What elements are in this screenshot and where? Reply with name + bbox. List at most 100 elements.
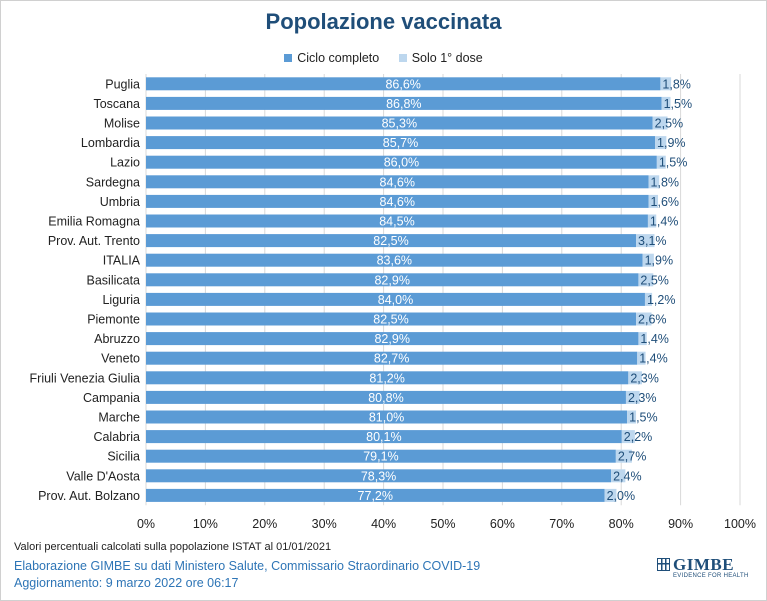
data-label-solo-prima-dose: 2,7% bbox=[618, 450, 647, 464]
bar-solo-prima-dose bbox=[660, 77, 672, 91]
category-label: Veneto bbox=[101, 352, 140, 366]
category-label: Abruzzo bbox=[94, 332, 140, 346]
category-label: Puglia bbox=[105, 77, 140, 91]
data-label-ciclo-completo: 82,5% bbox=[373, 313, 408, 327]
category-label: Friuli Venezia Giulia bbox=[30, 371, 141, 385]
data-label-ciclo-completo: 84,6% bbox=[380, 175, 415, 189]
bar-solo-prima-dose bbox=[621, 430, 635, 444]
data-label-ciclo-completo: 78,3% bbox=[361, 469, 396, 483]
legend-item-ciclo-completo: Ciclo completo bbox=[284, 51, 379, 65]
category-label: Liguria bbox=[102, 293, 140, 307]
category-label: Toscana bbox=[93, 97, 140, 111]
data-label-solo-prima-dose: 2,5% bbox=[655, 117, 684, 131]
bar-ciclo-completo bbox=[146, 136, 656, 150]
category-label: Marche bbox=[98, 411, 140, 425]
bar-solo-prima-dose bbox=[636, 312, 652, 326]
x-tick-label: 40% bbox=[371, 517, 396, 531]
bar-solo-prima-dose bbox=[628, 371, 642, 385]
bar-solo-prima-dose bbox=[638, 273, 654, 287]
data-label-ciclo-completo: 80,1% bbox=[366, 430, 401, 444]
category-label: ITALIA bbox=[103, 254, 141, 268]
x-tick-label: 100% bbox=[724, 517, 756, 531]
chart-legend: Ciclo completo Solo 1° dose bbox=[0, 51, 767, 65]
bar-solo-prima-dose bbox=[638, 332, 647, 346]
data-label-ciclo-completo: 84,0% bbox=[378, 293, 413, 307]
data-label-solo-prima-dose: 2,4% bbox=[613, 469, 642, 483]
legend-swatch-solo-prima-dose bbox=[398, 54, 407, 62]
data-label-solo-prima-dose: 1,6% bbox=[651, 195, 680, 209]
bar-ciclo-completo bbox=[146, 371, 629, 385]
bar-ciclo-completo bbox=[146, 194, 649, 208]
gimbe-logo: GIMBE EVIDENCE FOR HEALTH bbox=[657, 555, 757, 581]
category-label: Prov. Aut. Trento bbox=[48, 234, 140, 248]
logo-name: GIMBE bbox=[673, 555, 735, 574]
data-label-solo-prima-dose: 1,9% bbox=[645, 254, 674, 268]
bar-ciclo-completo bbox=[146, 351, 638, 365]
category-label: Basilicata bbox=[87, 273, 141, 287]
data-label-ciclo-completo: 79,1% bbox=[363, 450, 398, 464]
data-label-ciclo-completo: 77,2% bbox=[358, 489, 393, 503]
data-label-ciclo-completo: 83,6% bbox=[377, 254, 412, 268]
bar-solo-prima-dose bbox=[656, 155, 666, 169]
bar-ciclo-completo bbox=[146, 390, 626, 404]
bar-ciclo-completo bbox=[146, 488, 605, 502]
x-tick-label: 0% bbox=[137, 517, 155, 531]
bar-ciclo-completo bbox=[146, 253, 643, 267]
bar-solo-prima-dose bbox=[647, 214, 657, 228]
x-tick-label: 70% bbox=[549, 517, 574, 531]
bar-ciclo-completo bbox=[146, 175, 649, 189]
bar-solo-prima-dose bbox=[655, 136, 667, 150]
bar-solo-prima-dose bbox=[627, 410, 637, 424]
data-label-ciclo-completo: 80,8% bbox=[368, 391, 403, 405]
bar-ciclo-completo bbox=[146, 155, 657, 169]
bar-ciclo-completo bbox=[146, 332, 639, 346]
source-text: Elaborazione GIMBE su dati Ministero Sal… bbox=[14, 559, 481, 573]
bar-solo-prima-dose bbox=[642, 253, 654, 267]
bar-solo-prima-dose bbox=[637, 351, 646, 365]
bar-ciclo-completo bbox=[146, 116, 653, 130]
category-label: Sardegna bbox=[86, 175, 140, 189]
data-label-solo-prima-dose: 2,5% bbox=[640, 273, 669, 287]
data-label-solo-prima-dose: 1,2% bbox=[647, 293, 676, 307]
legend-label-ciclo-completo: Ciclo completo bbox=[297, 51, 380, 65]
update-text: Aggiornamento: 9 marzo 2022 ore 06:17 bbox=[14, 576, 239, 590]
category-label: Molise bbox=[104, 117, 140, 131]
data-label-solo-prima-dose: 1,5% bbox=[629, 411, 658, 425]
bar-ciclo-completo bbox=[146, 312, 637, 326]
data-label-solo-prima-dose: 2,6% bbox=[638, 313, 667, 327]
category-label: Calabria bbox=[93, 430, 140, 444]
data-label-ciclo-completo: 86,6% bbox=[385, 77, 420, 91]
logo-tagline: EVIDENCE FOR HEALTH bbox=[673, 573, 749, 579]
category-label: Sicilia bbox=[107, 450, 140, 464]
data-label-solo-prima-dose: 1,4% bbox=[639, 352, 668, 366]
data-label-ciclo-completo: 81,0% bbox=[369, 411, 404, 425]
category-label: Valle D'Aosta bbox=[66, 469, 140, 483]
data-label-solo-prima-dose: 1,9% bbox=[657, 136, 686, 150]
gimbe-logo-icon bbox=[657, 558, 670, 571]
bar-ciclo-completo bbox=[146, 292, 645, 306]
data-label-solo-prima-dose: 1,8% bbox=[662, 77, 691, 91]
bar-ciclo-completo bbox=[146, 77, 661, 91]
category-label: Prov. Aut. Bolzano bbox=[38, 489, 140, 503]
data-label-ciclo-completo: 82,5% bbox=[373, 234, 408, 248]
data-label-ciclo-completo: 86,8% bbox=[386, 97, 421, 111]
data-label-ciclo-completo: 85,3% bbox=[382, 117, 417, 131]
data-label-solo-prima-dose: 2,2% bbox=[624, 430, 653, 444]
legend-label-solo-prima-dose: Solo 1° dose bbox=[411, 51, 483, 65]
bar-solo-prima-dose bbox=[625, 390, 640, 404]
data-label-solo-prima-dose: 1,4% bbox=[640, 332, 669, 346]
category-label: Umbria bbox=[100, 195, 140, 209]
data-label-solo-prima-dose: 2,3% bbox=[628, 391, 657, 405]
data-label-solo-prima-dose: 2,0% bbox=[607, 489, 636, 503]
x-tick-label: 90% bbox=[668, 517, 693, 531]
data-label-ciclo-completo: 84,6% bbox=[380, 195, 415, 209]
bar-ciclo-completo bbox=[146, 469, 612, 483]
bar-ciclo-completo bbox=[146, 410, 628, 424]
category-label: Lazio bbox=[110, 156, 140, 170]
x-tick-label: 50% bbox=[430, 517, 455, 531]
x-tick-label: 20% bbox=[252, 517, 277, 531]
footnote: Valori percentuali calcolati sulla popol… bbox=[14, 541, 332, 553]
x-tick-label: 80% bbox=[609, 517, 634, 531]
bar-ciclo-completo bbox=[146, 273, 639, 287]
